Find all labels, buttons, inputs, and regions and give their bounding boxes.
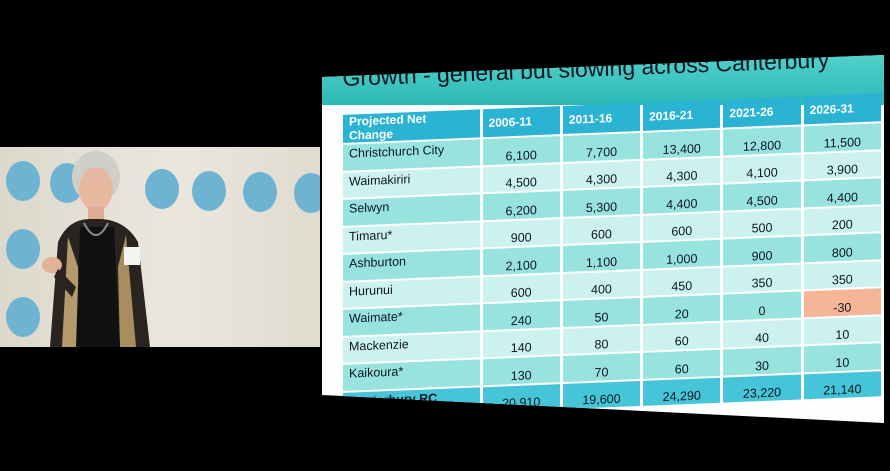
- column-header: Projected Net Change: [343, 109, 480, 142]
- table-cell: 400: [563, 270, 640, 299]
- table-cell: 20,910: [483, 384, 560, 413]
- table-cell: 80: [563, 325, 640, 354]
- table-cell: 900: [723, 236, 800, 265]
- row-label: Kaikoura*: [343, 359, 480, 390]
- table-cell: 23,220: [723, 374, 800, 403]
- table-cell: 21,140: [804, 371, 881, 400]
- table-cell: 4,400: [804, 178, 881, 207]
- table-cell: 600: [563, 215, 640, 244]
- column-header: 2026-31: [804, 93, 881, 124]
- table-cell: 70: [563, 353, 640, 382]
- table-cell: 4,500: [723, 181, 800, 210]
- table-cell: 5,300: [563, 188, 640, 217]
- table-cell: 12,800: [723, 126, 800, 155]
- table-cell: 6,200: [483, 191, 560, 220]
- negative-value-cell: -30: [804, 288, 881, 317]
- table-cell: 3,900: [804, 151, 881, 180]
- wall-dot: [294, 173, 320, 213]
- speaker-figure: [28, 147, 178, 347]
- table-cell: 19,600: [563, 380, 640, 409]
- table-cell: 10: [804, 343, 881, 372]
- table-cell: 4,500: [483, 164, 560, 193]
- column-header: 2016-21: [643, 100, 720, 131]
- wall-dot: [192, 171, 226, 211]
- row-label: Timaru*: [343, 222, 480, 253]
- table-cell: 600: [483, 274, 560, 303]
- table-cell: 60: [643, 350, 720, 379]
- table-cell: 7,700: [563, 133, 640, 162]
- projection-table: Projected Net Change 2006-11 2011-16 201…: [340, 91, 884, 420]
- table-cell: 240: [483, 301, 560, 330]
- table-cell: 900: [483, 219, 560, 248]
- table-cell: 450: [643, 267, 720, 296]
- column-header: 2006-11: [483, 106, 560, 137]
- table-cell: 30: [723, 346, 800, 375]
- row-label: Christchurch City: [343, 139, 480, 170]
- table-cell: 10: [804, 316, 881, 345]
- table-cell: 140: [483, 329, 560, 358]
- table-cell: 24,290: [643, 377, 720, 406]
- table-cell: 4,300: [563, 160, 640, 189]
- table-cell: 130: [483, 356, 560, 385]
- table-cell: 13,400: [643, 130, 720, 159]
- table-cell: 11,500: [804, 123, 881, 152]
- wall-dot: [243, 172, 277, 212]
- table-cell: 800: [804, 233, 881, 262]
- speaker-video: [0, 147, 320, 347]
- table-cell: 1,000: [643, 240, 720, 269]
- table-cell: 200: [804, 206, 881, 235]
- table-cell: 60: [643, 322, 720, 351]
- row-label: Canterbury RC: [343, 387, 480, 418]
- row-label: Waimakiriri: [343, 167, 480, 198]
- table-cell: 4,100: [723, 154, 800, 183]
- table-cell: 6,100: [483, 136, 560, 165]
- table-cell: 500: [723, 209, 800, 238]
- table-cell: 350: [804, 261, 881, 290]
- row-label: Ashburton: [343, 249, 480, 280]
- row-label: Waimate*: [343, 304, 480, 335]
- table-cell: 0: [723, 291, 800, 320]
- row-label: Mackenzie: [343, 332, 480, 363]
- column-header: 2011-16: [563, 103, 640, 134]
- table-cell: 50: [563, 298, 640, 327]
- row-label: Hurunui: [343, 277, 480, 308]
- table-cell: 20: [643, 295, 720, 324]
- table-cell: 2,100: [483, 246, 560, 275]
- row-label: Selwyn: [343, 194, 480, 225]
- table-cell: 1,100: [563, 243, 640, 272]
- table-cell: 4,400: [643, 185, 720, 214]
- table-cell: 4,300: [643, 157, 720, 186]
- presentation-slide: Growth - general but slowing across Cant…: [322, 55, 884, 423]
- table-cell: 350: [723, 264, 800, 293]
- table-cell: 40: [723, 319, 800, 348]
- column-header: 2021-26: [723, 96, 800, 127]
- table-cell: 600: [643, 212, 720, 241]
